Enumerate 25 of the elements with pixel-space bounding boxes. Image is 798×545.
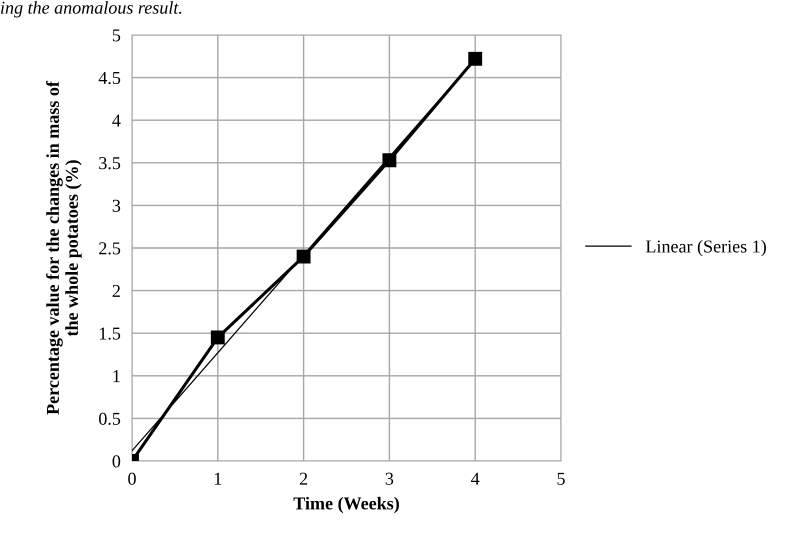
y-tick-label: 0 <box>112 455 120 468</box>
x-tick-label: 5 <box>558 472 565 485</box>
x-tick-label: 2 <box>300 472 308 485</box>
legend-label: Linear (Series 1) <box>646 240 766 256</box>
point <box>468 52 482 66</box>
x-tick-label: 3 <box>386 472 394 485</box>
y-tick-label: 1 <box>113 370 120 382</box>
y-tick-label: 1.5 <box>100 328 120 340</box>
x-axis-title: Time (Weeks) <box>294 496 399 514</box>
y-tick-label: 0.5 <box>99 412 120 425</box>
x-tick-label: 4 <box>471 472 480 485</box>
text: ing the anomalous result. <box>1 1 182 18</box>
y-tick-label: 5 <box>112 29 120 42</box>
y-tick-label: 3 <box>112 200 120 212</box>
point <box>296 250 311 264</box>
point <box>382 153 396 168</box>
y-tick-label: 4.5 <box>98 72 120 84</box>
x-tick-label: 0 <box>128 472 136 485</box>
y-tick-label: 3.5 <box>99 157 120 170</box>
y-tick-label: 4 <box>112 114 121 126</box>
y-tick-label: 2 <box>112 284 120 297</box>
x-tick-label: 1 <box>214 472 222 485</box>
y-axis-title: Percentage value for the changes in mass of the whole potatoes (%) <box>46 80 82 415</box>
y-tick-label: 2.5 <box>99 242 120 255</box>
point <box>210 330 225 344</box>
